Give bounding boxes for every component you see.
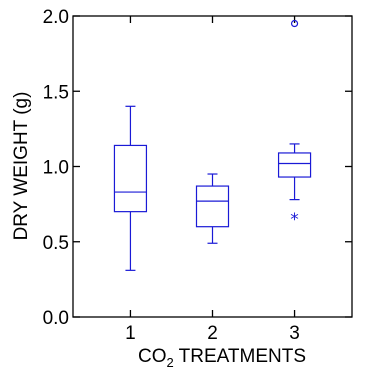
box-group: * [277,19,312,230]
y-axis-label: DRY WEIGHT (g) [11,92,32,241]
y-tick-label: 2.0 [43,7,69,28]
x-axis-label-suffix: TREATMENTS [174,346,306,367]
box-iqr [195,185,230,228]
y-tick-label: 1.5 [43,82,69,103]
x-axis-label-subscript: 2 [166,355,173,370]
box-group [113,105,148,271]
x-axis: 1 2 3 [125,16,300,344]
x-tick-label: 2 [207,323,218,344]
x-tick-label: 3 [289,323,300,344]
box-iqr [277,152,312,178]
y-tick-label: 0.0 [43,308,69,329]
boxes: * [113,19,312,271]
outlier-circle [290,19,299,28]
outlier-star: * [290,210,299,230]
y-tick-label: 0.5 [43,233,69,254]
box-iqr [113,144,148,213]
box-group [195,173,230,244]
y-tick-label: 1.0 [43,158,69,179]
y-axis: 0.0 0.5 1.0 1.5 2.0 [43,7,352,329]
x-axis-label-prefix: CO [138,346,167,367]
x-tick-label: 1 [125,323,136,344]
x-axis-label: CO2 TREATMENTS [138,346,306,370]
